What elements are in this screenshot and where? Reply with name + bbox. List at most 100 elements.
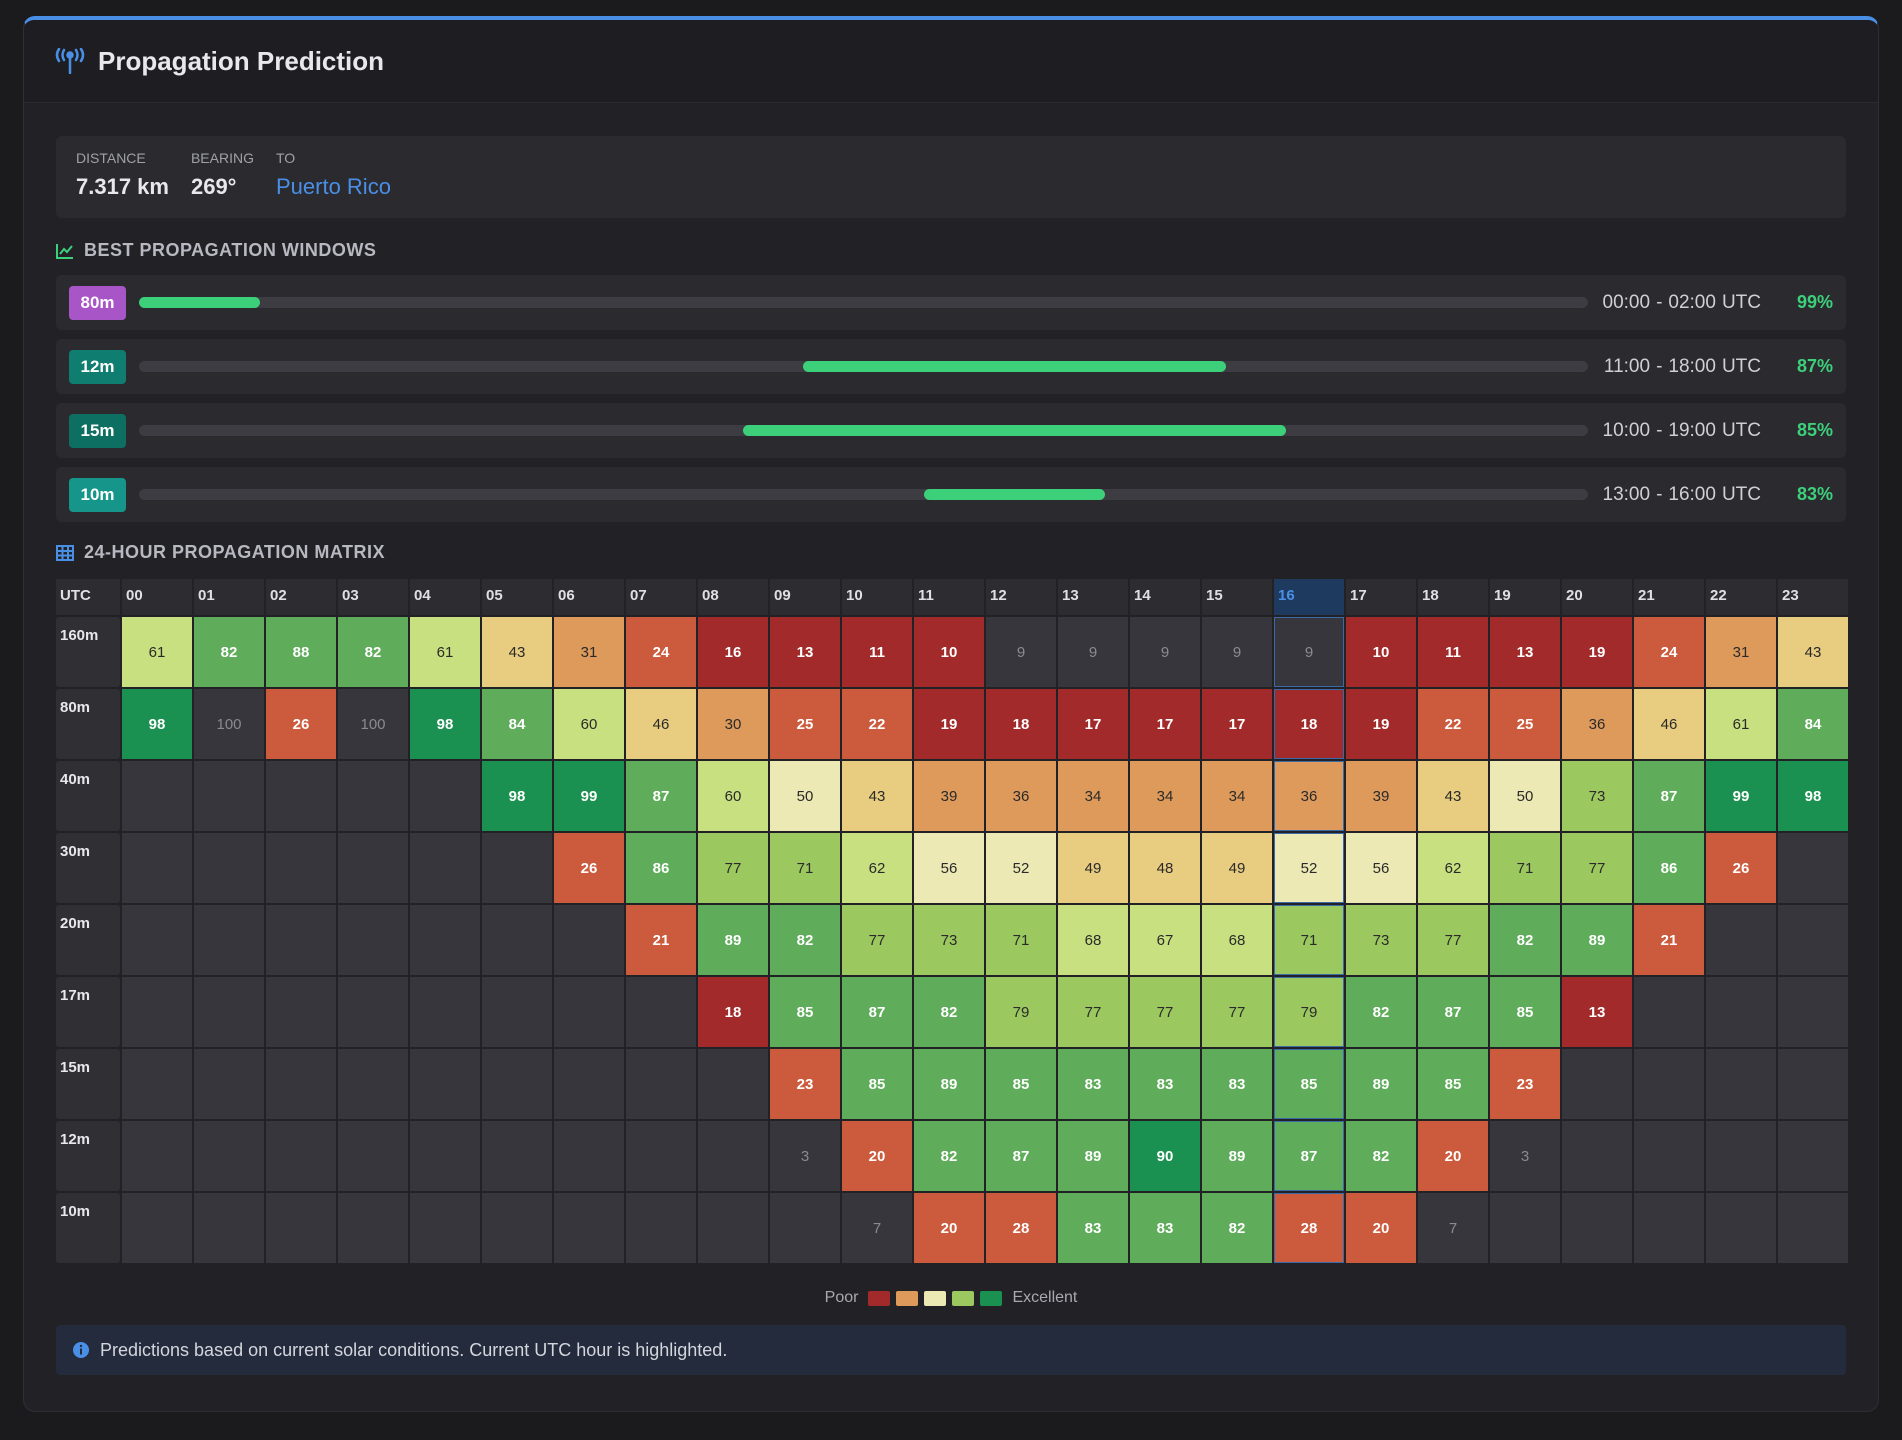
window-start: 10:00	[1602, 419, 1651, 441]
hour-label: 09	[770, 579, 840, 615]
matrix-cell: 24	[626, 617, 696, 687]
matrix-cell: 9	[1202, 617, 1272, 687]
matrix-cell: 24	[1634, 617, 1704, 687]
empty-cell	[482, 1193, 552, 1263]
matrix-cell: 18	[986, 689, 1056, 759]
window-start: 00:00	[1602, 291, 1651, 313]
section-title: 24-HOUR PROPAGATION MATRIX	[84, 542, 386, 562]
matrix-cell: 18	[1274, 689, 1344, 759]
empty-cell	[266, 1121, 336, 1191]
window-percent: 99%	[1796, 292, 1833, 312]
empty-cell	[1562, 1193, 1632, 1263]
matrix-cell: 85	[1274, 1049, 1344, 1119]
windows-heading: BEST PROPAGATION WINDOWS	[56, 240, 1846, 261]
empty-cell	[482, 1121, 552, 1191]
matrix-cell: 99	[554, 761, 624, 831]
matrix-cell: 82	[914, 977, 984, 1047]
empty-cell	[482, 905, 552, 975]
window-row: 12m 11:00-18:00 UTC 87%	[56, 339, 1846, 394]
swatch	[980, 1290, 1003, 1306]
card: Propagation Prediction DISTANCE 7.317 km B…	[23, 16, 1879, 1412]
matrix-cell: 19	[914, 689, 984, 759]
swatch	[952, 1290, 975, 1306]
hour-label: 17	[1346, 579, 1416, 615]
empty-cell	[122, 1049, 192, 1119]
matrix-cell: 89	[914, 1049, 984, 1119]
empty-cell	[1706, 1193, 1776, 1263]
matrix-cell: 82	[1490, 905, 1560, 975]
empty-cell	[1706, 1121, 1776, 1191]
matrix-cell: 60	[554, 689, 624, 759]
empty-cell	[1634, 1193, 1704, 1263]
empty-cell	[554, 1049, 624, 1119]
matrix-cell: 77	[842, 905, 912, 975]
empty-cell	[122, 761, 192, 831]
matrix-cell: 10	[1346, 617, 1416, 687]
empty-cell	[1778, 1121, 1848, 1191]
empty-cell	[122, 1121, 192, 1191]
band-badge: 12m	[69, 349, 126, 384]
matrix-cell: 22	[842, 689, 912, 759]
matrix-cell: 73	[914, 905, 984, 975]
matrix-cell: 77	[1562, 833, 1632, 903]
empty-cell	[1778, 833, 1848, 903]
empty-cell	[194, 977, 264, 1047]
matrix-cell: 9	[1130, 617, 1200, 687]
swatch	[896, 1290, 919, 1306]
matrix-cell: 98	[410, 689, 480, 759]
legend: Poor Excellent	[56, 1289, 1846, 1307]
matrix-cell: 50	[1490, 761, 1560, 831]
hour-label: 12	[986, 579, 1056, 615]
matrix-cell: 86	[1634, 833, 1704, 903]
matrix-cell: 60	[698, 761, 768, 831]
window-percent: 83%	[1796, 484, 1833, 504]
band-label: 160m	[56, 617, 120, 687]
note-text: Predictions based on current solar condi…	[100, 1339, 728, 1360]
empty-cell	[194, 1193, 264, 1263]
matrix-cell: 84	[1778, 689, 1848, 759]
window-unit: UTC	[1721, 419, 1761, 441]
window-end: 02:00	[1668, 291, 1716, 313]
empty-cell	[482, 833, 552, 903]
empty-cell	[410, 1049, 480, 1119]
matrix-cell: 26	[266, 689, 336, 759]
matrix-cell: 13	[1490, 617, 1560, 687]
matrix-cell: 79	[1274, 977, 1344, 1047]
empty-cell	[698, 1049, 768, 1119]
empty-cell	[554, 905, 624, 975]
window-time: 13:00-16:00 UTC	[1602, 483, 1761, 505]
summary-item: DISTANCE 7.317 km	[76, 150, 169, 204]
hour-label: 21	[1634, 579, 1704, 615]
empty-cell	[194, 761, 264, 831]
matrix-cell: 82	[1346, 977, 1416, 1047]
matrix-cell: 61	[1706, 689, 1776, 759]
matrix-cell: 98	[122, 689, 192, 759]
empty-cell	[1778, 1193, 1848, 1263]
hour-label: 05	[482, 579, 552, 615]
matrix-cell: 25	[770, 689, 840, 759]
empty-cell	[410, 1121, 480, 1191]
hour-label: 13	[1058, 579, 1128, 615]
empty-cell	[266, 1193, 336, 1263]
hour-label: 01	[194, 579, 264, 615]
card-header: Propagation Prediction	[24, 20, 1878, 103]
hour-label: 23	[1778, 579, 1848, 615]
matrix-cell: 82	[914, 1121, 984, 1191]
hour-label: 11	[914, 579, 984, 615]
summary-item: TO Puerto Rico	[276, 150, 391, 204]
empty-cell	[1706, 977, 1776, 1047]
legend-low: Poor	[824, 1289, 859, 1306]
hour-label: 03	[338, 579, 408, 615]
matrix-cell: 39	[914, 761, 984, 831]
window-bar	[742, 425, 1287, 436]
empty-cell	[266, 833, 336, 903]
matrix-cell: 85	[986, 1049, 1056, 1119]
window-row: 15m 10:00-19:00 UTC 85%	[56, 403, 1846, 458]
matrix-cell: 46	[626, 689, 696, 759]
matrix-cell: 20	[914, 1193, 984, 1263]
summary-value: 7.317 km	[76, 174, 169, 199]
band-label: 17m	[56, 977, 120, 1047]
band-label: 80m	[56, 689, 120, 759]
empty-cell	[410, 905, 480, 975]
summary-label: DISTANCE	[76, 150, 146, 166]
